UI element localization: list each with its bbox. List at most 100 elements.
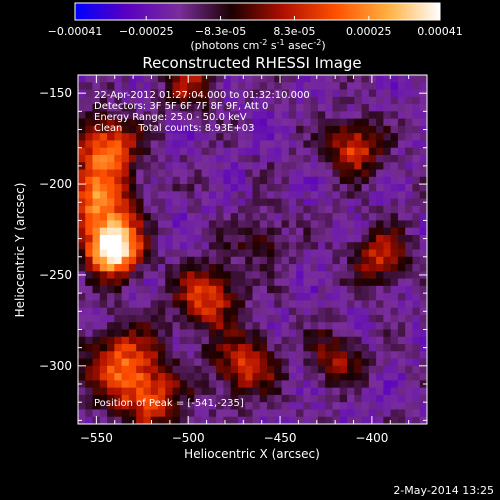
heatmap-cell	[412, 227, 421, 236]
heatmap-cell	[397, 198, 406, 207]
heatmap-cell	[412, 82, 421, 91]
heatmap-cell	[281, 154, 290, 163]
heatmap-cell	[165, 162, 174, 171]
heatmap-cell	[296, 307, 304, 316]
heatmap-cell	[107, 96, 115, 105]
heatmap-cell	[194, 249, 203, 258]
heatmap-cell	[332, 111, 341, 120]
heatmap-cell	[179, 162, 188, 171]
heatmap-cell	[121, 154, 130, 163]
heatmap-cell	[317, 96, 326, 105]
heatmap-cell	[419, 220, 427, 229]
heatmap-cell	[172, 205, 181, 214]
heatmap-cell	[165, 249, 174, 258]
heatmap-cell	[78, 184, 86, 192]
heatmap-cell	[397, 184, 406, 192]
heatmap-cell	[85, 227, 94, 236]
heatmap-cell	[165, 351, 174, 360]
heatmap-cell	[303, 336, 312, 345]
heatmap-cell	[397, 176, 406, 185]
heatmap-cell	[230, 358, 239, 367]
heatmap-cell	[317, 184, 326, 192]
heatmap-cell	[143, 234, 152, 243]
heatmap-cell	[267, 140, 275, 149]
heatmap-cell	[237, 198, 246, 207]
heatmap-cell	[296, 198, 304, 207]
heatmap-cell	[230, 300, 239, 309]
heatmap-cell	[237, 220, 246, 229]
heatmap-cell	[230, 322, 239, 331]
heatmap-cell	[368, 380, 377, 389]
heatmap-cell	[296, 293, 304, 301]
heatmap-cell	[230, 205, 239, 214]
heatmap-cell	[281, 394, 290, 403]
heatmap-cell	[303, 394, 312, 403]
heatmap-cell	[419, 278, 427, 287]
heatmap-cell	[99, 256, 108, 265]
heatmap-cell	[259, 402, 268, 411]
heatmap-cell	[303, 380, 312, 389]
colorbar-tick-label: 0.00041	[417, 25, 463, 38]
heatmap-cell	[296, 133, 304, 142]
heatmap-cell	[201, 256, 210, 265]
heatmap-cell	[267, 278, 275, 287]
heatmap-cell	[310, 75, 319, 83]
heatmap-cell	[165, 154, 174, 163]
heatmap-cell	[383, 75, 392, 83]
heatmap-cell	[383, 314, 392, 323]
heatmap-cell	[252, 293, 261, 301]
heatmap-cell	[121, 329, 130, 338]
heatmap-cell	[405, 256, 414, 265]
heatmap-cell	[78, 322, 86, 331]
heatmap-cell	[368, 220, 377, 229]
heatmap-cell	[412, 104, 421, 112]
heatmap-cell	[325, 329, 334, 338]
heatmap-cell	[245, 271, 254, 280]
heatmap-cell	[128, 140, 137, 149]
heatmap-cell	[354, 147, 363, 156]
heatmap-cell	[259, 125, 268, 134]
heatmap-cell	[157, 329, 166, 338]
annotation-clean-counts: Clean Total counts: 8.93E+03	[94, 123, 254, 134]
heatmap-cell	[296, 249, 304, 258]
heatmap-cell	[347, 147, 355, 156]
heatmap-cell	[230, 191, 239, 200]
heatmap-cell	[376, 387, 384, 396]
heatmap-cell	[172, 82, 181, 91]
heatmap-cell	[325, 278, 334, 287]
heatmap-cell	[412, 264, 421, 272]
heatmap-cell	[143, 176, 152, 185]
heatmap-cell	[150, 365, 159, 374]
heatmap-cell	[128, 329, 137, 338]
heatmap-cell	[99, 336, 108, 345]
heatmap-cell	[390, 205, 399, 214]
heatmap-cell	[325, 205, 334, 214]
heatmap-cell	[317, 365, 326, 374]
heatmap-cell	[179, 358, 188, 367]
heatmap-cell	[216, 394, 225, 403]
heatmap-cell	[332, 118, 341, 127]
heatmap-cell	[397, 75, 406, 83]
heatmap-cell	[332, 89, 341, 98]
heatmap-cell	[397, 111, 406, 120]
heatmap-cell	[136, 394, 145, 403]
heatmap-cell	[288, 104, 297, 112]
heatmap-cell	[339, 336, 348, 345]
heatmap-cell	[201, 394, 210, 403]
heatmap-cell	[259, 358, 268, 367]
heatmap-cell	[383, 111, 392, 120]
heatmap-cell	[274, 249, 283, 258]
heatmap-cell	[107, 191, 115, 200]
heatmap-cell	[288, 227, 297, 236]
heatmap-cell	[412, 111, 421, 120]
heatmap-cell	[368, 394, 377, 403]
heatmap-cell	[267, 256, 275, 265]
heatmap-cell	[325, 314, 334, 323]
heatmap-cell	[267, 365, 275, 374]
heatmap-cell	[78, 256, 86, 265]
heatmap-cell	[107, 387, 115, 396]
heatmap-cell	[296, 176, 304, 185]
heatmap-cell	[252, 198, 261, 207]
heatmap-cell	[85, 198, 94, 207]
heatmap-cell	[201, 329, 210, 338]
